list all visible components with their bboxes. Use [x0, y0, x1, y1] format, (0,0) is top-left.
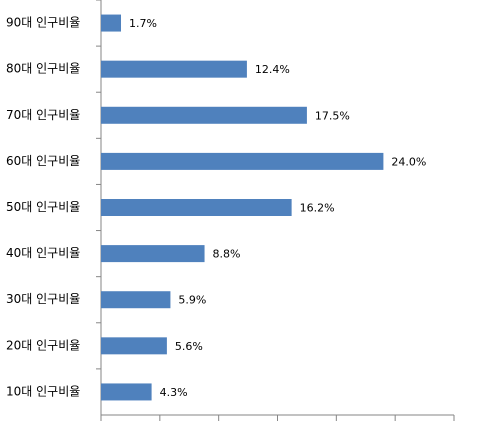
value-label: 16.2%	[300, 202, 335, 215]
bar	[101, 152, 384, 170]
bar	[101, 60, 247, 78]
y-tick-label: 10대 인구비율	[6, 384, 80, 398]
y-tick-label: 30대 인구비율	[6, 292, 80, 306]
bar	[101, 291, 171, 309]
y-tick-label: 50대 인구비율	[6, 200, 80, 214]
bar	[101, 337, 167, 355]
bar	[101, 245, 205, 263]
value-label: 8.8%	[213, 248, 241, 261]
y-tick-label: 90대 인구비율	[6, 16, 80, 30]
value-label: 17.5%	[315, 109, 350, 122]
y-tick-label: 40대 인구비율	[6, 246, 80, 260]
y-tick-label: 20대 인구비율	[6, 338, 80, 352]
bar	[101, 383, 152, 401]
value-label: 24.0%	[391, 155, 426, 168]
value-label: 5.6%	[175, 340, 203, 353]
value-label: 12.4%	[255, 63, 290, 76]
value-label: 1.7%	[129, 17, 157, 30]
bar	[101, 199, 292, 216]
bar	[101, 106, 307, 124]
y-tick-label: 60대 인구비율	[6, 154, 80, 168]
y-tick-label: 80대 인구비율	[6, 62, 80, 76]
value-label: 5.9%	[178, 294, 206, 307]
bar	[101, 14, 122, 32]
y-tick-label: 70대 인구비율	[6, 108, 80, 122]
value-label: 4.3%	[160, 386, 188, 399]
